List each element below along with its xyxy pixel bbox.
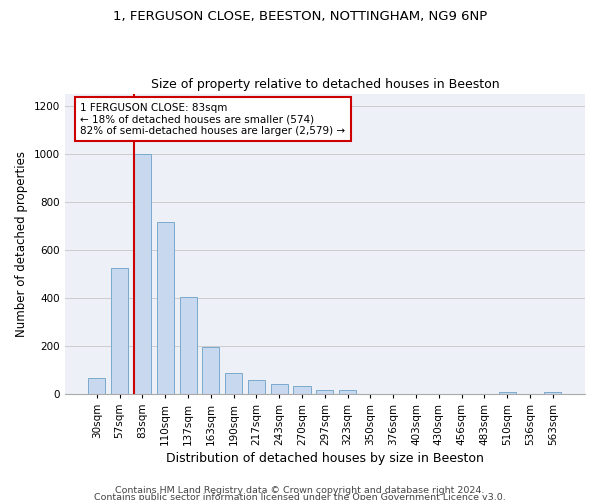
Bar [339, 390, 356, 394]
X-axis label: Distribution of detached houses by size in Beeston: Distribution of detached houses by size … [166, 452, 484, 465]
Bar [88, 378, 106, 394]
Title: Size of property relative to detached houses in Beeston: Size of property relative to detached ho… [151, 78, 499, 91]
Bar [134, 154, 151, 394]
Text: Contains HM Land Registry data © Crown copyright and database right 2024.: Contains HM Land Registry data © Crown c… [115, 486, 485, 495]
Y-axis label: Number of detached properties: Number of detached properties [15, 150, 28, 336]
Text: 1, FERGUSON CLOSE, BEESTON, NOTTINGHAM, NG9 6NP: 1, FERGUSON CLOSE, BEESTON, NOTTINGHAM, … [113, 10, 487, 23]
Text: Contains public sector information licensed under the Open Government Licence v3: Contains public sector information licen… [94, 494, 506, 500]
Bar [225, 373, 242, 394]
Bar [499, 392, 516, 394]
Bar [271, 384, 288, 394]
Bar [316, 390, 334, 394]
Text: 1 FERGUSON CLOSE: 83sqm
← 18% of detached houses are smaller (574)
82% of semi-d: 1 FERGUSON CLOSE: 83sqm ← 18% of detache… [80, 102, 346, 136]
Bar [248, 380, 265, 394]
Bar [202, 346, 220, 394]
Bar [293, 386, 311, 394]
Bar [111, 268, 128, 394]
Bar [157, 222, 174, 394]
Bar [544, 392, 562, 394]
Bar [179, 296, 197, 394]
